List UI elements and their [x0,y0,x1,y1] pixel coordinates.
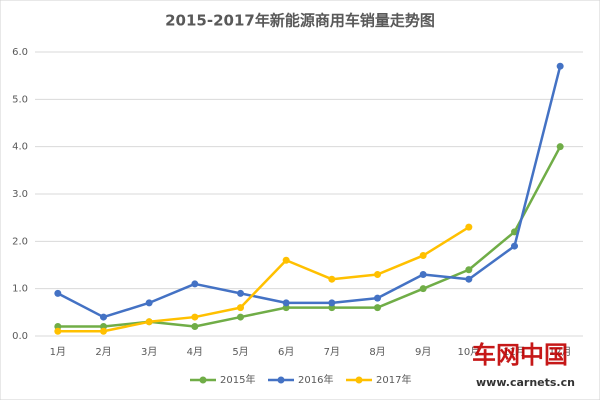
y-tick-label: 4.0 [12,142,28,153]
x-tick-label: 8月 [369,346,385,358]
data-point [237,289,244,297]
x-tick-label: 11月 [503,346,526,358]
data-point [237,313,244,321]
y-tick-label: 0.0 [12,331,28,342]
watermark-brand: 车网中国 [472,341,568,369]
data-point [100,327,107,335]
data-point [556,143,564,151]
x-tick-label: 6月 [278,346,294,358]
legend-label: 2017年 [376,373,411,386]
y-tick-label: 1.0 [12,284,28,295]
data-point [282,256,290,264]
chart-title: 2015-2017年新能源商用车销量走势图 [165,12,435,30]
data-point [237,304,244,312]
series-line [57,65,562,319]
watermark-url: www.carnets.cn [476,376,575,389]
x-tick-label: 10月 [457,346,480,358]
x-tick-label: 12月 [549,346,572,358]
data-point [54,289,62,297]
data-point [191,323,199,331]
data-point [419,252,427,260]
y-tick-label: 2.0 [12,236,28,247]
data-point [282,299,290,307]
data-point [511,242,518,250]
data-point [419,285,427,293]
data-point [54,327,62,335]
data-point [145,318,153,326]
x-tick-label: 3月 [141,346,157,358]
legend-label: 2016年 [298,373,333,386]
x-tick-label: 7月 [324,346,340,358]
data-point [145,299,153,307]
x-tick-label: 4月 [187,346,203,358]
series-line [57,226,470,333]
data-point [328,299,336,307]
y-tick-label: 3.0 [12,189,28,200]
data-point [374,294,381,302]
data-point [556,62,564,70]
x-tick-label: 2月 [95,346,111,358]
data-point [465,266,473,274]
data-point [374,304,381,312]
x-tick-label: 5月 [232,346,248,358]
legend-marker [199,376,207,384]
legend-marker [355,376,363,384]
data-point [191,280,199,288]
data-point [419,270,427,278]
legend-label: 2015年 [220,373,255,386]
data-point [328,275,336,283]
y-tick-label: 5.0 [12,94,28,105]
data-point [465,223,473,231]
y-tick-label: 6.0 [12,47,28,58]
data-point [465,275,473,283]
x-tick-label: 1月 [50,346,66,358]
data-point [511,228,518,236]
data-point [100,313,107,321]
legend-marker [277,376,285,384]
data-point [374,270,381,278]
x-tick-label: 9月 [415,346,431,358]
data-point [191,313,199,321]
